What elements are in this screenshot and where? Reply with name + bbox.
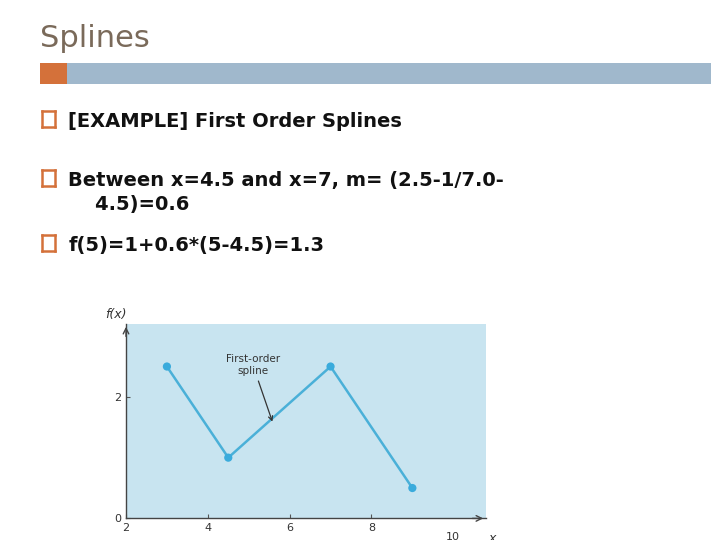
Text: f(x): f(x) [105,308,127,321]
Text: [EXAMPLE] First Order Splines: [EXAMPLE] First Order Splines [68,112,402,131]
Point [407,484,418,492]
Text: x: x [488,532,495,540]
Text: First-order
spline: First-order spline [226,354,280,420]
Text: Between x=4.5 and x=7, m= (2.5-1/7.0-
    4.5)=0.6: Between x=4.5 and x=7, m= (2.5-1/7.0- 4.… [68,171,504,214]
Point [161,362,173,371]
Point [325,362,336,371]
Text: 10: 10 [446,532,460,540]
Point [222,454,234,462]
Text: Splines: Splines [40,24,149,53]
Text: f(5)=1+0.6*(5-4.5)=1.3: f(5)=1+0.6*(5-4.5)=1.3 [68,236,325,255]
